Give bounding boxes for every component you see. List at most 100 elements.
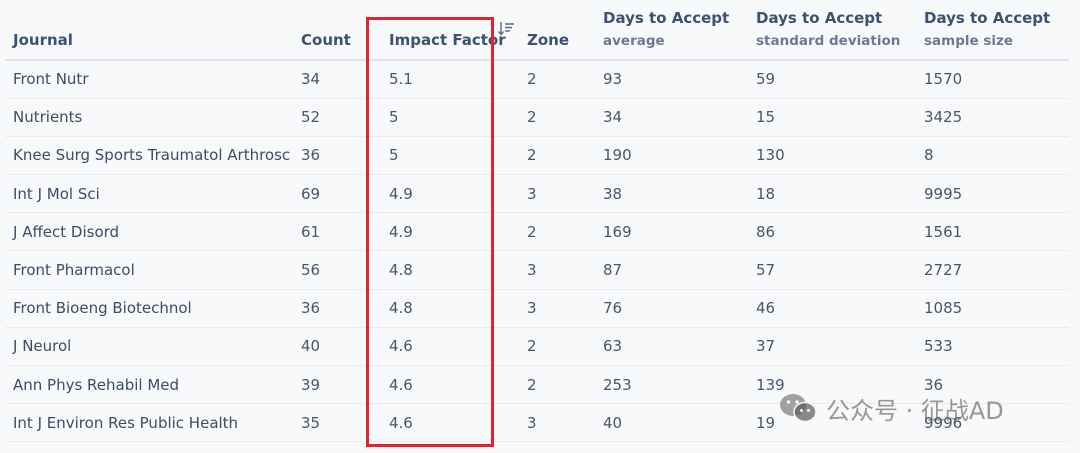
cell-days-average: 169: [595, 212, 748, 252]
table-row[interactable]: Nutrients 52 5 2 34 15 3425: [5, 98, 1069, 137]
cell-impact-factor: 4.6: [377, 403, 519, 443]
cell-days-average: 253: [595, 365, 748, 405]
cell-impact-factor: 4.6: [377, 327, 519, 367]
cell-days-average: 63: [595, 327, 748, 367]
cell-journal: Front Nutr: [5, 60, 293, 99]
cell-days-sd: 59: [748, 60, 916, 99]
cell-days-average: 38: [595, 174, 748, 214]
cell-zone: 2: [519, 365, 595, 405]
cell-days-sd: 139: [748, 365, 916, 405]
cell-days-sd: 19: [748, 403, 916, 443]
cell-days-sample-size: 533: [916, 327, 1069, 367]
cell-journal: Nutrients: [5, 98, 293, 137]
cell-impact-factor: 4.9: [377, 174, 519, 214]
table-row[interactable]: Front Nutr 34 5.1 2 93 59 1570: [5, 60, 1069, 99]
table-row[interactable]: J Neurol 40 4.6 2 63 37 533: [5, 327, 1069, 367]
header-days-sample-size-sub: sample size: [924, 33, 1014, 49]
cell-count: 69: [293, 174, 377, 214]
wechat-icon: [780, 394, 817, 423]
cell-days-sample-size: 9995: [916, 174, 1069, 214]
cell-journal: Front Pharmacol: [5, 250, 293, 290]
cell-days-sample-size: 2727: [916, 250, 1069, 290]
header-days-average-title: Days to Accept: [603, 9, 730, 27]
cell-count: 35: [293, 403, 377, 443]
header-count[interactable]: Count: [293, 0, 377, 61]
sort-descending-icon[interactable]: [497, 20, 515, 38]
cell-days-average: 87: [595, 250, 748, 290]
cell-impact-factor: 4.8: [377, 250, 519, 290]
journal-table: Journal Count Impact Factor Zone Days to…: [5, 0, 1069, 443]
cell-days-sample-size: 1570: [916, 60, 1069, 99]
cell-days-sample-size: 9996: [916, 403, 1069, 443]
header-days-average[interactable]: Days to Accept average: [595, 0, 748, 61]
cell-count: 34: [293, 60, 377, 99]
cell-journal: Int J Mol Sci: [5, 174, 293, 214]
watermark-text: 公众号 · 征战AD: [826, 396, 1004, 425]
cell-days-sample-size: 1561: [916, 212, 1069, 252]
cell-count: 61: [293, 212, 377, 252]
header-days-sd-title: Days to Accept: [756, 9, 883, 27]
cell-impact-factor: 4.8: [377, 289, 519, 328]
cell-count: 56: [293, 250, 377, 290]
table-row[interactable]: J Affect Disord 61 4.9 2 169 86 1561: [5, 212, 1069, 252]
cell-zone: 3: [519, 174, 595, 214]
table-row[interactable]: Front Bioeng Biotechnol 36 4.8 3 76 46 1085: [5, 289, 1069, 328]
cell-journal: Front Bioeng Biotechnol: [5, 289, 293, 328]
cell-journal: Ann Phys Rehabil Med: [5, 365, 293, 405]
cell-count: 36: [293, 136, 377, 176]
cell-days-sd: 57: [748, 250, 916, 290]
cell-days-average: 40: [595, 403, 748, 443]
cell-journal: Int J Environ Res Public Health: [5, 403, 293, 443]
cell-zone: 2: [519, 136, 595, 176]
cell-journal: Knee Surg Sports Traumatol Arthrosc: [5, 136, 293, 176]
cell-days-sd: 15: [748, 98, 916, 137]
cell-count: 52: [293, 98, 377, 137]
header-journal[interactable]: Journal: [5, 0, 293, 61]
table-row[interactable]: Knee Surg Sports Traumatol Arthrosc 36 5 2 1…: [5, 136, 1069, 176]
cell-zone: 3: [519, 289, 595, 328]
cell-impact-factor: 4.6: [377, 365, 519, 405]
cell-zone: 3: [519, 403, 595, 443]
cell-days-average: 34: [595, 98, 748, 137]
cell-days-average: 93: [595, 60, 748, 99]
table-row[interactable]: Ann Phys Rehabil Med 39 4.6 2 253 139 36: [5, 365, 1069, 405]
header-days-sd-sub: standard deviation: [756, 33, 901, 49]
cell-count: 39: [293, 365, 377, 405]
table-row[interactable]: Front Pharmacol 56 4.8 3 87 57 2727: [5, 250, 1069, 290]
cell-zone: 2: [519, 327, 595, 367]
cell-days-average: 190: [595, 136, 748, 176]
header-days-sd[interactable]: Days to Accept standard deviation: [748, 0, 916, 61]
cell-impact-factor: 5: [377, 98, 519, 137]
cell-days-sample-size: 36: [916, 365, 1069, 405]
cell-days-sd: 18: [748, 174, 916, 214]
cell-impact-factor: 5.1: [377, 60, 519, 99]
cell-zone: 2: [519, 60, 595, 99]
cell-count: 36: [293, 289, 377, 328]
header-days-average-sub: average: [603, 33, 665, 49]
cell-zone: 2: [519, 212, 595, 252]
cell-days-sd: 37: [748, 327, 916, 367]
table-body: Front Nutr 34 5.1 2 93 59 1570 Nutrients 52 5 2 34 1…: [5, 60, 1069, 443]
cell-days-average: 76: [595, 289, 748, 328]
cell-days-sample-size: 8: [916, 136, 1069, 176]
cell-days-sample-size: 1085: [916, 289, 1069, 328]
cell-journal: J Affect Disord: [5, 212, 293, 252]
table-row[interactable]: Int J Environ Res Public Health 35 4.6 3 40 1…: [5, 403, 1069, 443]
header-zone[interactable]: Zone: [519, 0, 595, 61]
header-days-sample-size-title: Days to Accept: [924, 9, 1051, 27]
table-header-row: Journal Count Impact Factor Zone Days to…: [5, 0, 1069, 61]
cell-impact-factor: 5: [377, 136, 519, 176]
watermark: 公众号 · 征战AD: [778, 388, 1004, 428]
cell-days-sd: 130: [748, 136, 916, 176]
cell-impact-factor: 4.9: [377, 212, 519, 252]
cell-days-sample-size: 3425: [916, 98, 1069, 137]
cell-zone: 3: [519, 250, 595, 290]
cell-zone: 2: [519, 98, 595, 137]
cell-days-sd: 46: [748, 289, 916, 328]
header-impact-factor[interactable]: Impact Factor: [377, 0, 519, 61]
header-days-sample-size[interactable]: Days to Accept sample size: [916, 0, 1069, 61]
table-row[interactable]: Int J Mol Sci 69 4.9 3 38 18 9995: [5, 174, 1069, 214]
cell-journal: J Neurol: [5, 327, 293, 367]
cell-days-sd: 86: [748, 212, 916, 252]
